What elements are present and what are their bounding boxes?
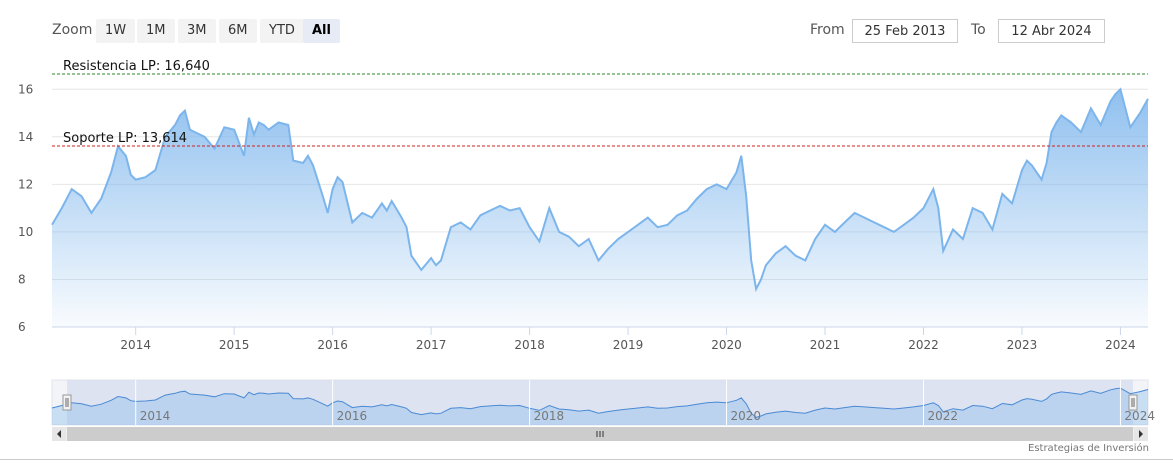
- navigator-tick-label: 2018: [534, 409, 565, 423]
- y-axis: 6 8 10 12 14 16: [18, 82, 33, 334]
- x-tick-label: 2023: [1007, 338, 1038, 352]
- zoom-1w-button[interactable]: 1W: [96, 19, 136, 43]
- scroll-right-arrow-icon: [1139, 430, 1143, 438]
- y-tick-label: 16: [18, 82, 33, 96]
- x-tick-label: 2020: [711, 338, 742, 352]
- price-area: [52, 89, 1148, 327]
- x-tick-label: 2019: [613, 338, 644, 352]
- range-selector-toolbar: Zoom 1W 1M 3M 6M YTD All From 25 Feb 201…: [0, 0, 1173, 60]
- navigator-tick-label: 2016: [337, 409, 368, 423]
- x-tick-label: 2018: [514, 338, 545, 352]
- x-tick-label: 2022: [908, 338, 939, 352]
- navigator[interactable]: 2014 2016 2018 2020 2022 2024: [51, 379, 1155, 441]
- navigator-selected-range: [67, 380, 1133, 425]
- navigator-tick-label: 2020: [731, 409, 762, 423]
- x-tick-label: 2021: [810, 338, 841, 352]
- from-label: From: [810, 22, 845, 38]
- zoom-3m-button[interactable]: 3M: [178, 19, 216, 43]
- y-tick-label: 14: [18, 130, 33, 144]
- zoom-ytd-button[interactable]: YTD: [260, 19, 304, 43]
- plot-lines: Resistencia LP: 16,640 Soporte LP: 13,614: [52, 59, 1148, 147]
- price-line: [51, 87, 1149, 293]
- navigator-handle-body: [62, 394, 72, 411]
- x-axis: 2014 2015 2016 2017 2018 2019 2020 2021 2022 2023…: [52, 326, 1148, 352]
- zoom-6m-button[interactable]: 6M: [219, 19, 257, 43]
- x-tick-label: 2017: [416, 338, 447, 352]
- navigator-tick-label: 2022: [927, 409, 958, 423]
- zoom-1m-button[interactable]: 1M: [137, 19, 175, 43]
- navigator-tick-label: 2014: [140, 409, 171, 423]
- plot-line-label: Soporte LP: 13,614: [63, 131, 187, 146]
- zoom-all-button[interactable]: All: [303, 19, 340, 43]
- plot-line-label: Resistencia LP: 16,640: [63, 59, 210, 74]
- x-tick-label: 2014: [120, 338, 151, 352]
- navigator-handle[interactable]: [62, 394, 72, 411]
- navigator-handle[interactable]: [1128, 394, 1138, 411]
- y-tick-label: 6: [18, 320, 26, 334]
- bottom-divider: [0, 459, 1173, 460]
- to-date-input[interactable]: 12 Abr 2024: [998, 19, 1105, 43]
- to-label: To: [971, 22, 986, 38]
- navigator-area: [52, 388, 1148, 425]
- zoom-label: Zoom: [52, 22, 93, 38]
- from-date-input[interactable]: 25 Feb 2013: [852, 19, 958, 43]
- navigator-line: [51, 387, 1149, 418]
- navigator-handle-body: [1128, 394, 1138, 411]
- x-tick-label: 2015: [219, 338, 250, 352]
- y-tick-label: 10: [18, 225, 33, 239]
- x-tick-label: 2016: [317, 338, 348, 352]
- y-tick-label: 8: [18, 272, 26, 286]
- credits-text: Estrategias de Inversión: [1028, 443, 1149, 454]
- navigator-tick-label: 2024: [1124, 409, 1155, 423]
- scroll-left-arrow-icon: [57, 430, 61, 438]
- y-tick-label: 12: [18, 177, 33, 191]
- scrollbar[interactable]: [52, 427, 1148, 441]
- x-tick-label: 2024: [1105, 338, 1136, 352]
